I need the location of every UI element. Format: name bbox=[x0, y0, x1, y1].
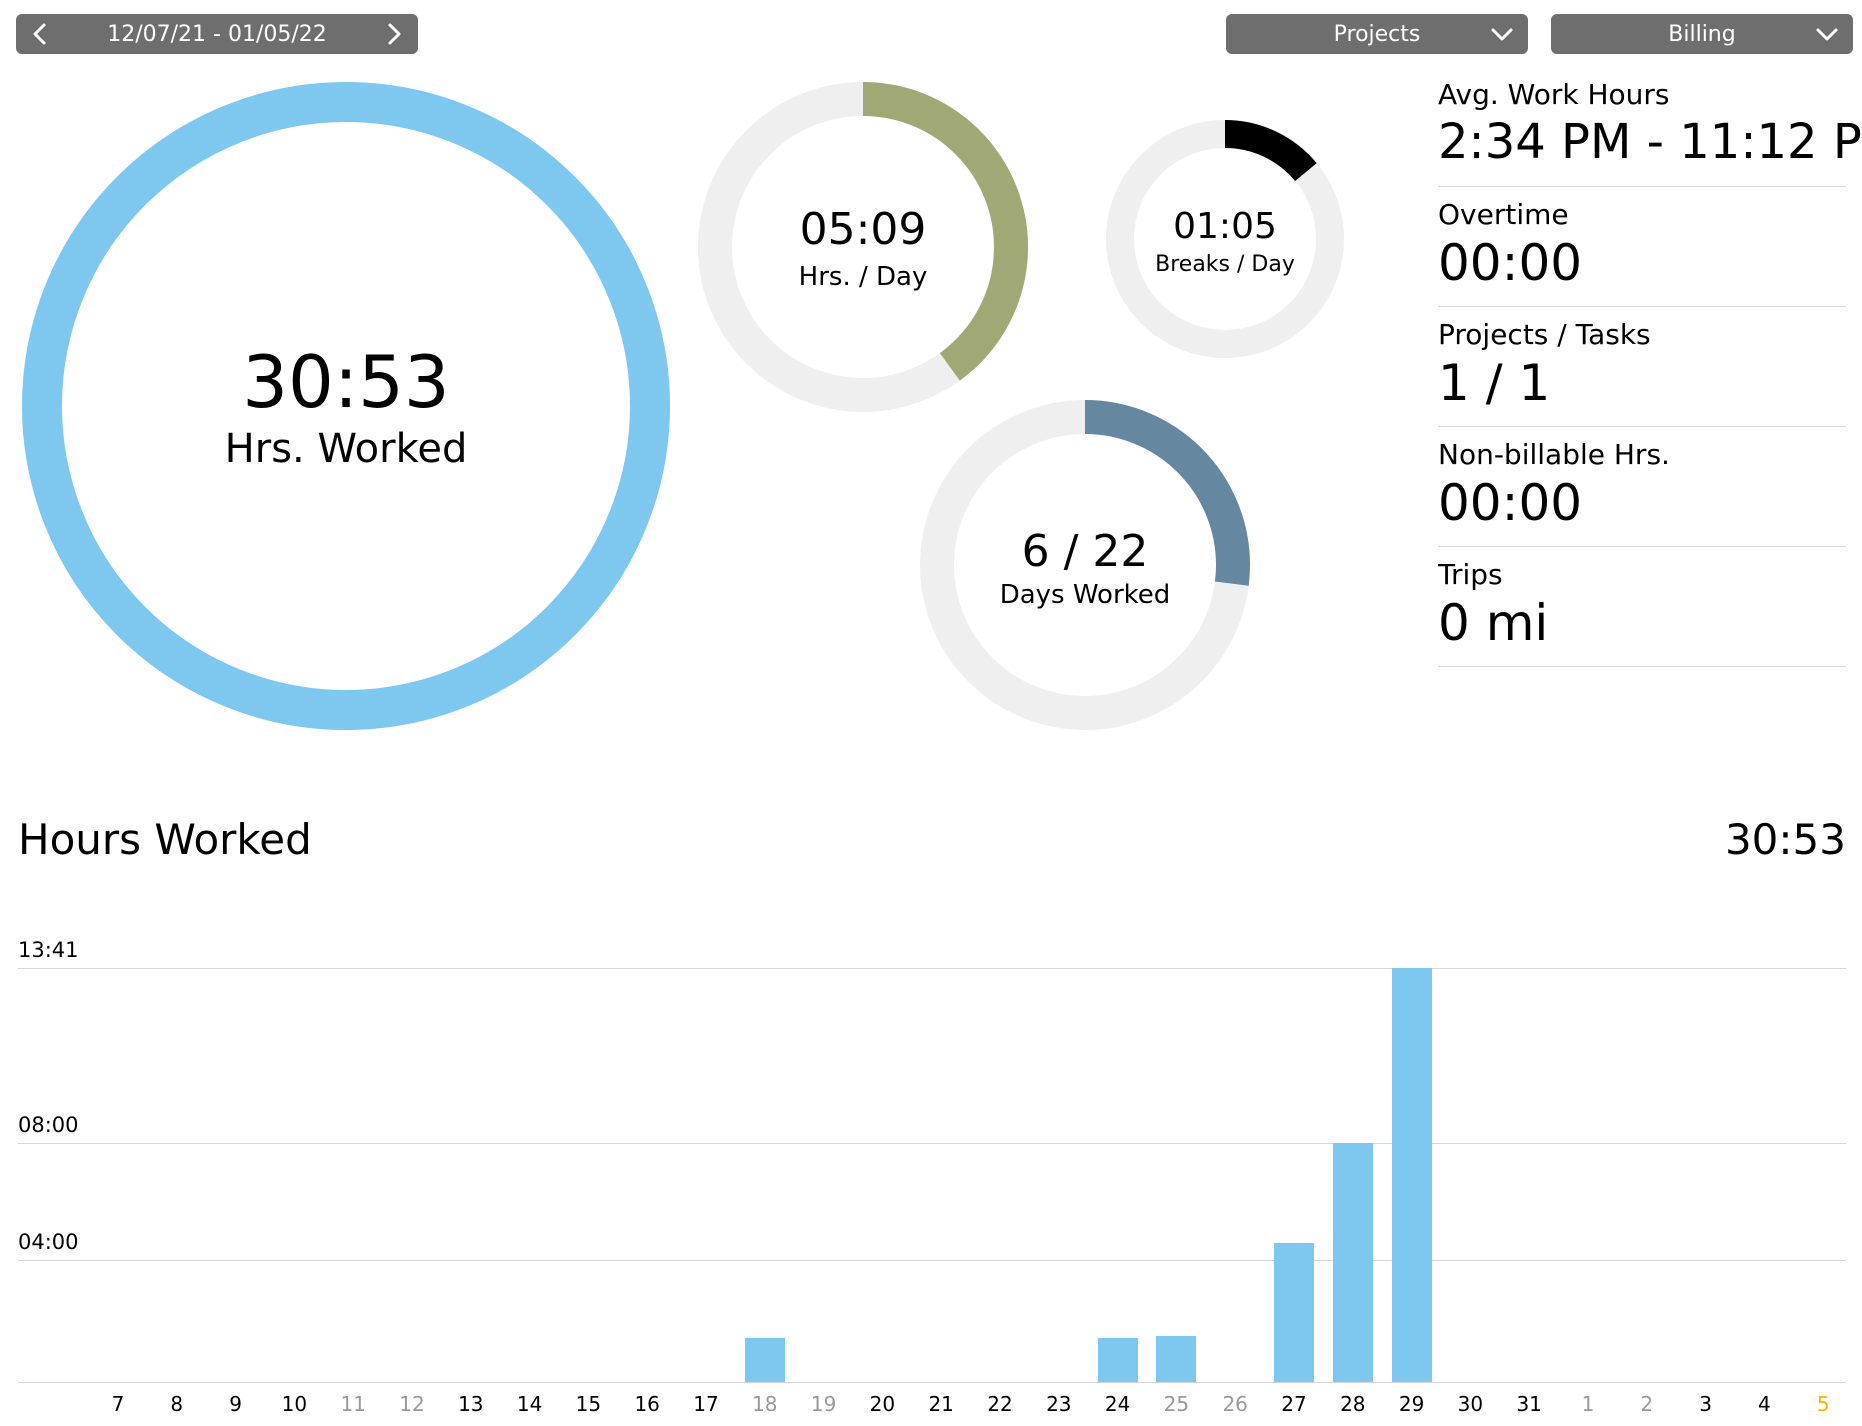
stat-value: 00:00 bbox=[1438, 474, 1583, 532]
stat-value: 1 / 1 bbox=[1438, 354, 1551, 412]
hours-per-day-value: 05:09 bbox=[799, 204, 927, 255]
projects-dropdown[interactable]: Projects bbox=[1226, 14, 1528, 54]
x-axis-line bbox=[18, 1382, 1846, 1383]
x-axis-tick-label: 22 bbox=[987, 1392, 1013, 1416]
stat-label: Non-billable Hrs. bbox=[1438, 438, 1670, 471]
bar-day-24[interactable] bbox=[1097, 1337, 1138, 1382]
breaks-per-day-ring: 01:05 Breaks / Day bbox=[1106, 120, 1344, 358]
stat-value: 2:34 PM - 11:12 PM bbox=[1438, 114, 1862, 170]
x-axis-tick-label: 23 bbox=[1046, 1392, 1072, 1416]
chart-total: 30:53 bbox=[1724, 815, 1846, 864]
hours-per-day-ring-graphic bbox=[698, 82, 1028, 412]
bar-day-25[interactable] bbox=[1156, 1336, 1197, 1382]
billing-dropdown-label: Billing bbox=[1668, 21, 1736, 47]
breaks-per-day-label: Breaks / Day bbox=[1155, 252, 1295, 277]
x-axis-tick-label: 27 bbox=[1281, 1392, 1307, 1416]
x-axis-tick-label: 24 bbox=[1104, 1392, 1131, 1416]
x-axis-tick-label: 19 bbox=[810, 1392, 837, 1416]
x-axis-tick-label: 30 bbox=[1457, 1392, 1484, 1416]
chevron-right-icon bbox=[388, 23, 401, 45]
next-period-button[interactable] bbox=[374, 14, 414, 54]
stat-value: 00:00 bbox=[1438, 234, 1583, 292]
chevron-left-icon bbox=[33, 23, 46, 45]
x-axis-tick-label: 11 bbox=[340, 1392, 366, 1416]
hours-worked-ring-graphic bbox=[22, 82, 670, 730]
divider bbox=[1438, 186, 1846, 187]
chevron-down-icon bbox=[1816, 28, 1838, 41]
x-axis-tick-label: 5 bbox=[1816, 1392, 1830, 1416]
stat-label: Overtime bbox=[1438, 198, 1569, 231]
days-worked-label: Days Worked bbox=[999, 580, 1171, 610]
projects-dropdown-label: Projects bbox=[1333, 21, 1421, 47]
y-axis-tick-label: 13:41 bbox=[18, 938, 79, 962]
x-axis-tick-label: 20 bbox=[869, 1392, 896, 1416]
chevron-down-icon bbox=[1491, 28, 1513, 41]
x-axis-tick-label: 21 bbox=[928, 1392, 954, 1416]
x-axis-tick-label: 9 bbox=[229, 1392, 242, 1416]
date-range-selector[interactable]: 12/07/21 - 01/05/22 bbox=[16, 14, 418, 54]
stat-label: Avg. Work Hours bbox=[1438, 78, 1670, 111]
divider bbox=[1438, 666, 1846, 667]
divider bbox=[1438, 306, 1846, 307]
divider bbox=[1438, 426, 1846, 427]
billing-dropdown[interactable]: Billing bbox=[1551, 14, 1853, 54]
x-axis-tick-label: 12 bbox=[399, 1392, 425, 1416]
hours-worked-label: Hrs. Worked bbox=[224, 426, 468, 472]
x-axis-tick-label: 7 bbox=[111, 1392, 125, 1416]
days-worked-ring-graphic bbox=[920, 400, 1250, 730]
x-axis-tick-label: 10 bbox=[281, 1392, 308, 1416]
hours-per-day-ring: 05:09 Hrs. / Day bbox=[698, 82, 1028, 412]
x-axis-tick-label: 29 bbox=[1398, 1392, 1425, 1416]
breaks-per-day-ring-graphic bbox=[1106, 120, 1344, 358]
x-axis-tick-label: 13 bbox=[458, 1392, 484, 1416]
bar-day-27[interactable] bbox=[1274, 1242, 1314, 1382]
stat-value: 0 mi bbox=[1438, 594, 1549, 652]
stat-label: Projects / Tasks bbox=[1438, 318, 1651, 351]
hours-per-day-label: Hrs. / Day bbox=[798, 262, 928, 292]
x-axis-tick-label: 25 bbox=[1163, 1392, 1190, 1416]
x-axis-tick-label: 18 bbox=[752, 1392, 778, 1416]
y-axis-tick-label: 04:00 bbox=[18, 1229, 79, 1254]
date-range-label: 12/07/21 - 01/05/22 bbox=[107, 21, 327, 47]
gridline bbox=[18, 1142, 1846, 1144]
gridline bbox=[18, 968, 1846, 969]
bar-day-18[interactable] bbox=[744, 1337, 785, 1382]
breaks-per-day-value: 01:05 bbox=[1173, 206, 1277, 247]
x-axis-tick-label: 15 bbox=[575, 1392, 602, 1416]
hours-worked-ring: 30:53 Hrs. Worked bbox=[22, 82, 670, 730]
x-axis-tick-label: 2 bbox=[1640, 1392, 1654, 1416]
x-axis-tick-label: 16 bbox=[634, 1392, 660, 1416]
x-axis-tick-label: 14 bbox=[516, 1392, 543, 1416]
x-axis-tick-label: 26 bbox=[1222, 1392, 1248, 1416]
days-worked-value: 6 / 22 bbox=[1021, 526, 1149, 577]
bar-day-28[interactable] bbox=[1332, 1142, 1373, 1382]
x-axis-tick-label: 31 bbox=[1516, 1392, 1542, 1416]
y-axis-tick-label: 08:00 bbox=[18, 1112, 79, 1137]
stat-label: Trips bbox=[1438, 558, 1503, 591]
x-axis-tick-label: 4 bbox=[1758, 1392, 1771, 1416]
x-axis-tick-label: 1 bbox=[1581, 1392, 1595, 1416]
hours-worked-value: 30:53 bbox=[242, 340, 450, 424]
bar-day-29[interactable] bbox=[1391, 968, 1432, 1382]
previous-period-button[interactable] bbox=[20, 14, 60, 54]
x-axis-tick-label: 3 bbox=[1699, 1392, 1712, 1416]
x-axis-tick-label: 8 bbox=[170, 1392, 184, 1416]
gridline bbox=[18, 1259, 1846, 1261]
x-axis-tick-label: 28 bbox=[1340, 1392, 1366, 1416]
divider bbox=[1438, 546, 1846, 547]
days-worked-ring: 6 / 22 Days Worked bbox=[920, 400, 1250, 730]
x-axis-tick-label: 17 bbox=[693, 1392, 719, 1416]
chart-title: Hours Worked bbox=[18, 815, 312, 864]
